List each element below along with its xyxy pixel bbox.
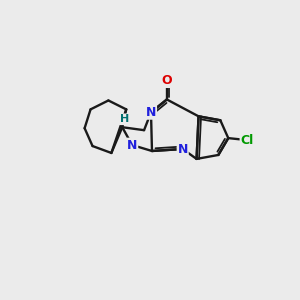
Text: Cl: Cl — [241, 134, 254, 147]
Text: N: N — [127, 139, 137, 152]
Text: N: N — [178, 142, 188, 155]
Text: N: N — [146, 106, 156, 119]
Text: H: H — [120, 114, 129, 124]
Text: O: O — [161, 74, 172, 87]
